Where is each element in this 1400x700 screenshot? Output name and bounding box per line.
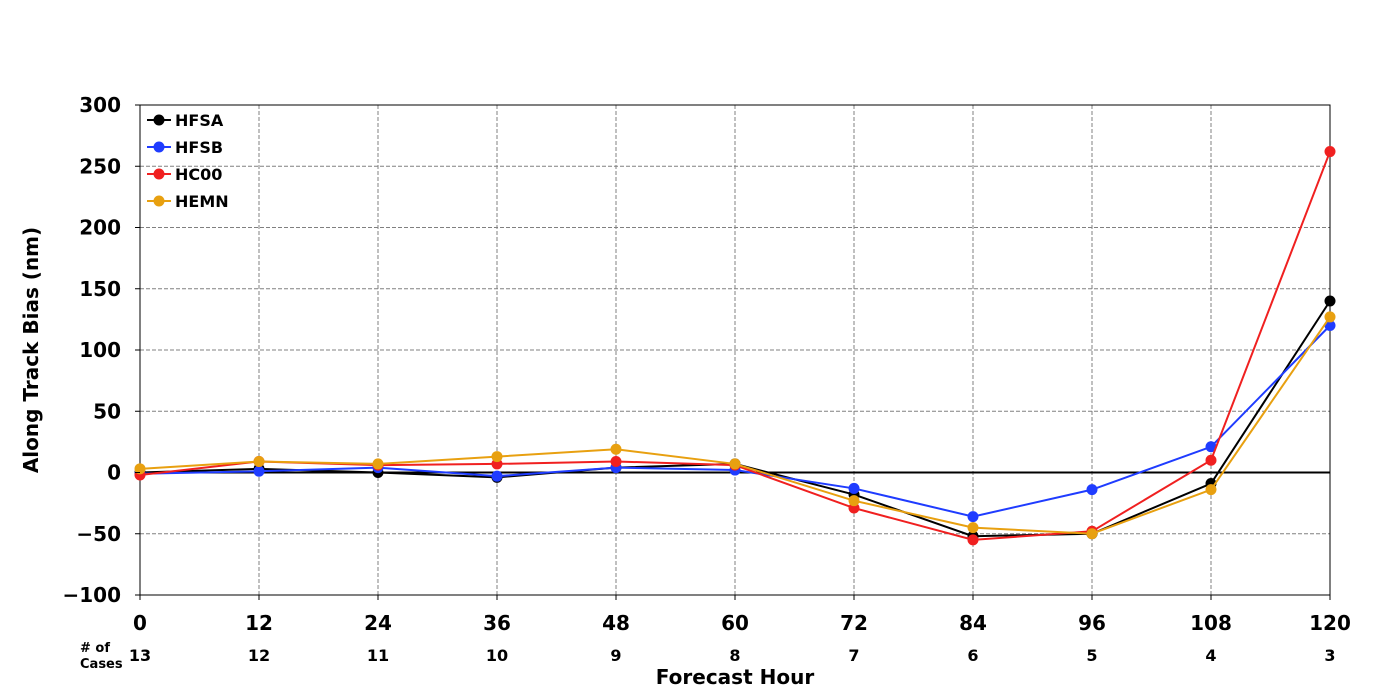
data-point xyxy=(1324,311,1336,323)
data-point xyxy=(848,495,860,507)
y-tick-label: 250 xyxy=(79,154,121,178)
data-point xyxy=(967,511,979,523)
data-point xyxy=(253,455,265,467)
data-point xyxy=(967,522,979,534)
y-tick-label: 0 xyxy=(107,461,121,485)
legend-marker xyxy=(153,195,165,207)
data-point xyxy=(1086,484,1098,496)
y-tick-label: 300 xyxy=(79,93,121,117)
legend-item: HC00 xyxy=(147,165,222,184)
case-count-label: 4 xyxy=(1205,646,1216,665)
x-tick-label: 108 xyxy=(1190,611,1232,635)
y-tick-label: −50 xyxy=(76,522,121,546)
case-count-label: 9 xyxy=(610,646,621,665)
case-count-label: 6 xyxy=(967,646,978,665)
legend-label: HFSB xyxy=(175,138,223,157)
legend-label: HEMN xyxy=(175,192,229,211)
data-point xyxy=(1324,295,1336,307)
data-point xyxy=(610,443,622,455)
y-tick-label: 50 xyxy=(93,399,121,423)
x-axis-title: Forecast Hour xyxy=(656,665,815,689)
legend-item: HFSA xyxy=(147,111,224,130)
y-tick-label: 100 xyxy=(79,338,121,362)
data-point xyxy=(1205,454,1217,466)
x-tick-label: 24 xyxy=(364,611,392,635)
data-point xyxy=(1324,146,1336,158)
x-tick-label: 84 xyxy=(959,611,987,635)
case-count-label: 8 xyxy=(729,646,740,665)
data-point xyxy=(372,458,384,470)
y-axis-ticks: −100 −50 0 50 100 150 200 250 300 xyxy=(62,93,140,607)
data-point xyxy=(1324,320,1336,331)
data-point xyxy=(1086,528,1098,540)
legend-label: HC00 xyxy=(175,165,222,184)
case-count-label: 3 xyxy=(1324,646,1335,665)
x-tick-label: 96 xyxy=(1078,611,1106,635)
data-point xyxy=(848,482,860,494)
legend: HFSA HFSB HC00 HEMN xyxy=(147,111,229,211)
cases-title-line2: Cases xyxy=(80,657,123,672)
x-axis-ticks: 0 12 24 36 48 60 72 84 96 108 120 xyxy=(133,595,1351,635)
grid-lines xyxy=(140,105,1330,595)
legend-marker xyxy=(153,141,165,153)
data-point xyxy=(491,470,503,482)
data-point xyxy=(967,534,979,546)
legend-item: HEMN xyxy=(147,192,229,211)
legend-item: HFSB xyxy=(147,138,223,157)
case-count-label: 10 xyxy=(486,646,508,665)
y-tick-label: 200 xyxy=(79,216,121,240)
x-tick-label: 0 xyxy=(133,611,147,635)
x-tick-label: 60 xyxy=(721,611,749,635)
y-axis-title: Along Track Bias (nm) xyxy=(19,227,43,473)
x-tick-label: 12 xyxy=(245,611,273,635)
case-count-label: 12 xyxy=(248,646,270,665)
case-count-label: 11 xyxy=(367,646,389,665)
y-tick-label: −100 xyxy=(62,583,121,607)
data-point xyxy=(610,455,622,467)
cases-row: # of Cases 13 12 11 10 9 8 7 6 5 4 3 xyxy=(80,641,1336,672)
legend-marker xyxy=(153,168,165,180)
y-tick-label: 150 xyxy=(79,277,121,301)
case-count-label: 5 xyxy=(1086,646,1097,665)
cases-title-line1: # of xyxy=(80,641,110,656)
case-count-label: 13 xyxy=(129,646,151,665)
data-point xyxy=(491,451,503,463)
x-tick-label: 72 xyxy=(840,611,868,635)
case-count-label: 7 xyxy=(848,646,859,665)
data-point xyxy=(134,463,146,475)
data-point xyxy=(1205,441,1217,453)
data-series xyxy=(134,146,1336,546)
data-point xyxy=(729,458,741,470)
x-tick-label: 120 xyxy=(1309,611,1351,635)
series-hemn xyxy=(134,311,1336,540)
data-point xyxy=(1205,484,1217,496)
legend-marker xyxy=(153,114,165,126)
x-tick-label: 48 xyxy=(602,611,630,635)
legend-label: HFSA xyxy=(175,111,224,130)
data-point xyxy=(253,465,265,477)
x-tick-label: 36 xyxy=(483,611,511,635)
